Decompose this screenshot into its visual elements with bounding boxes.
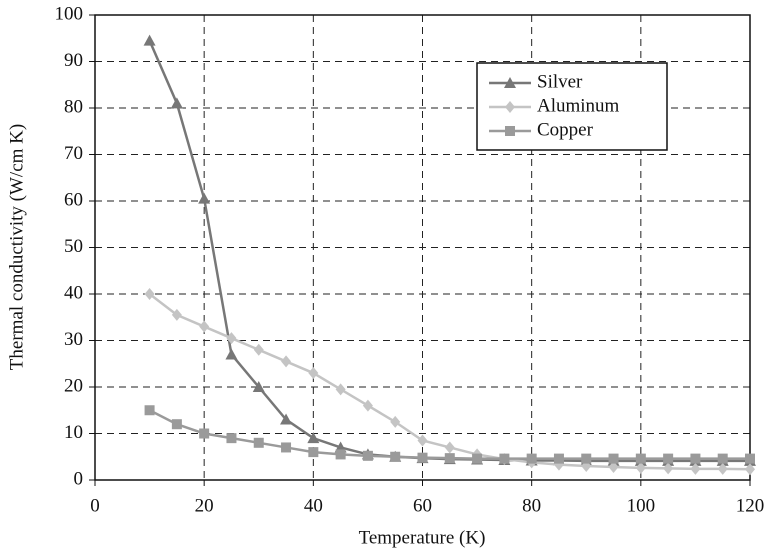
marker — [226, 332, 237, 345]
marker — [444, 441, 455, 454]
marker — [225, 348, 238, 360]
marker — [171, 308, 182, 321]
marker — [308, 447, 319, 458]
marker — [280, 413, 293, 425]
marker — [553, 453, 564, 464]
y-tick-label: 10 — [64, 422, 83, 443]
marker — [362, 399, 373, 412]
marker — [745, 463, 755, 476]
marker — [170, 97, 183, 109]
marker — [690, 462, 701, 475]
marker — [253, 343, 264, 356]
marker — [635, 453, 646, 464]
marker — [308, 367, 319, 380]
marker — [144, 405, 155, 416]
y-tick-label: 60 — [64, 189, 83, 210]
marker — [281, 442, 292, 453]
legend-label: Aluminum — [537, 95, 620, 116]
marker — [171, 419, 182, 430]
y-tick-label: 70 — [64, 143, 83, 164]
marker — [526, 453, 537, 464]
x-tick-label: 60 — [413, 495, 432, 516]
marker — [608, 453, 619, 464]
marker — [335, 449, 346, 460]
legend-label: Silver — [537, 71, 583, 92]
marker — [144, 288, 155, 300]
x-tick-label: 20 — [195, 495, 214, 516]
marker — [417, 452, 428, 463]
marker — [581, 453, 592, 464]
y-tick-label: 100 — [55, 3, 84, 24]
x-tick-label: 120 — [736, 495, 765, 516]
marker — [390, 415, 401, 428]
marker — [472, 453, 483, 464]
marker — [252, 381, 265, 392]
x-tick-label: 0 — [90, 495, 100, 516]
marker — [307, 432, 320, 444]
marker — [226, 433, 237, 444]
legend-label: Copper — [537, 119, 594, 140]
y-tick-label: 50 — [64, 236, 83, 257]
marker — [635, 461, 646, 474]
y-tick-label: 0 — [74, 468, 84, 489]
legend-marker — [505, 101, 515, 113]
y-tick-label: 90 — [64, 50, 83, 71]
marker — [717, 462, 728, 475]
marker — [608, 460, 619, 473]
legend-marker — [505, 126, 515, 136]
marker — [362, 450, 373, 461]
marker — [417, 434, 428, 447]
y-tick-label: 40 — [64, 282, 83, 303]
plot-frame — [94, 14, 751, 481]
x-tick-label: 80 — [522, 495, 541, 516]
marker — [335, 383, 346, 396]
marker — [499, 453, 510, 464]
marker — [199, 320, 210, 333]
legend-marker — [504, 77, 516, 88]
legend: Silver Aluminum Copper — [476, 62, 668, 151]
marker — [143, 34, 156, 46]
marker — [199, 428, 210, 439]
y-tick-label: 80 — [64, 96, 83, 117]
y-tick-label: 30 — [64, 329, 83, 350]
marker — [663, 462, 674, 475]
x-tick-label: 40 — [304, 495, 323, 516]
marker — [253, 437, 264, 448]
marker — [390, 451, 401, 462]
marker — [690, 453, 701, 464]
marker — [281, 355, 292, 368]
marker — [663, 453, 674, 464]
y-tick-label: 20 — [64, 375, 83, 396]
marker — [717, 453, 728, 464]
marker — [198, 192, 211, 204]
x-tick-label: 100 — [627, 495, 656, 516]
x-axis-label: Temperature (K) — [359, 527, 486, 548]
marker — [444, 453, 455, 464]
y-axis-label: Thermal conductivity (W/cm K) — [6, 124, 27, 370]
marker — [745, 453, 755, 464]
